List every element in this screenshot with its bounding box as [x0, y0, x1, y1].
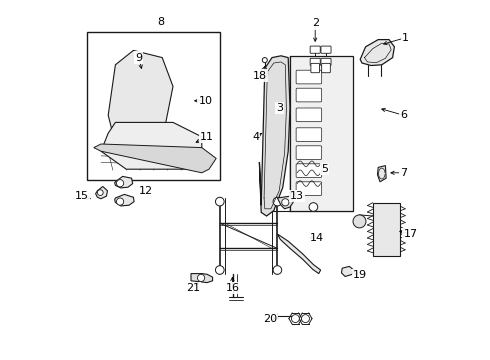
Polygon shape: [360, 40, 394, 66]
Text: 11: 11: [200, 132, 214, 142]
Circle shape: [216, 266, 224, 274]
Polygon shape: [277, 234, 320, 274]
Text: 8: 8: [157, 17, 164, 27]
FancyBboxPatch shape: [311, 63, 319, 73]
FancyBboxPatch shape: [310, 46, 320, 53]
Circle shape: [301, 315, 310, 323]
Text: 3: 3: [276, 103, 283, 113]
FancyBboxPatch shape: [296, 88, 321, 102]
Circle shape: [292, 315, 299, 323]
Polygon shape: [96, 186, 107, 199]
FancyBboxPatch shape: [296, 182, 321, 195]
Bar: [373, 203, 400, 256]
Text: 6: 6: [400, 110, 407, 120]
Text: 1: 1: [402, 33, 409, 43]
Text: 16: 16: [225, 283, 240, 293]
Polygon shape: [115, 194, 134, 206]
Polygon shape: [377, 166, 386, 182]
Circle shape: [353, 215, 366, 228]
FancyBboxPatch shape: [296, 128, 321, 141]
Text: 17: 17: [404, 229, 417, 239]
Text: 5: 5: [320, 164, 328, 174]
Circle shape: [98, 190, 103, 195]
Circle shape: [262, 58, 268, 63]
FancyBboxPatch shape: [321, 63, 330, 73]
FancyBboxPatch shape: [321, 46, 331, 53]
Polygon shape: [259, 56, 290, 216]
Polygon shape: [191, 274, 213, 283]
Polygon shape: [101, 122, 202, 169]
Polygon shape: [277, 196, 294, 209]
Text: 18: 18: [252, 71, 267, 81]
Text: 9: 9: [135, 53, 143, 63]
Bar: [290, 56, 353, 211]
Polygon shape: [94, 144, 216, 173]
FancyBboxPatch shape: [321, 58, 331, 66]
Bar: [87, 32, 220, 180]
Text: 13: 13: [290, 191, 304, 201]
Text: 2: 2: [312, 18, 319, 28]
Circle shape: [117, 198, 123, 205]
Text: 21: 21: [186, 283, 200, 293]
Circle shape: [273, 266, 282, 274]
Text: 4: 4: [252, 132, 259, 142]
Circle shape: [282, 199, 289, 206]
Polygon shape: [108, 50, 173, 137]
FancyBboxPatch shape: [310, 58, 320, 66]
Text: 10: 10: [198, 96, 212, 106]
Polygon shape: [342, 266, 354, 276]
Circle shape: [197, 274, 205, 282]
FancyBboxPatch shape: [296, 164, 321, 177]
Text: 14: 14: [310, 233, 324, 243]
Text: 12: 12: [139, 186, 153, 196]
FancyBboxPatch shape: [296, 146, 321, 159]
Text: 19: 19: [353, 270, 368, 280]
FancyBboxPatch shape: [296, 70, 321, 84]
Text: 7: 7: [400, 168, 407, 178]
Circle shape: [309, 203, 318, 211]
Polygon shape: [115, 176, 133, 188]
Text: 20: 20: [263, 314, 277, 324]
Text: 15: 15: [75, 191, 89, 201]
Circle shape: [216, 197, 224, 206]
FancyBboxPatch shape: [296, 108, 321, 122]
Circle shape: [273, 197, 282, 206]
Circle shape: [117, 180, 123, 187]
